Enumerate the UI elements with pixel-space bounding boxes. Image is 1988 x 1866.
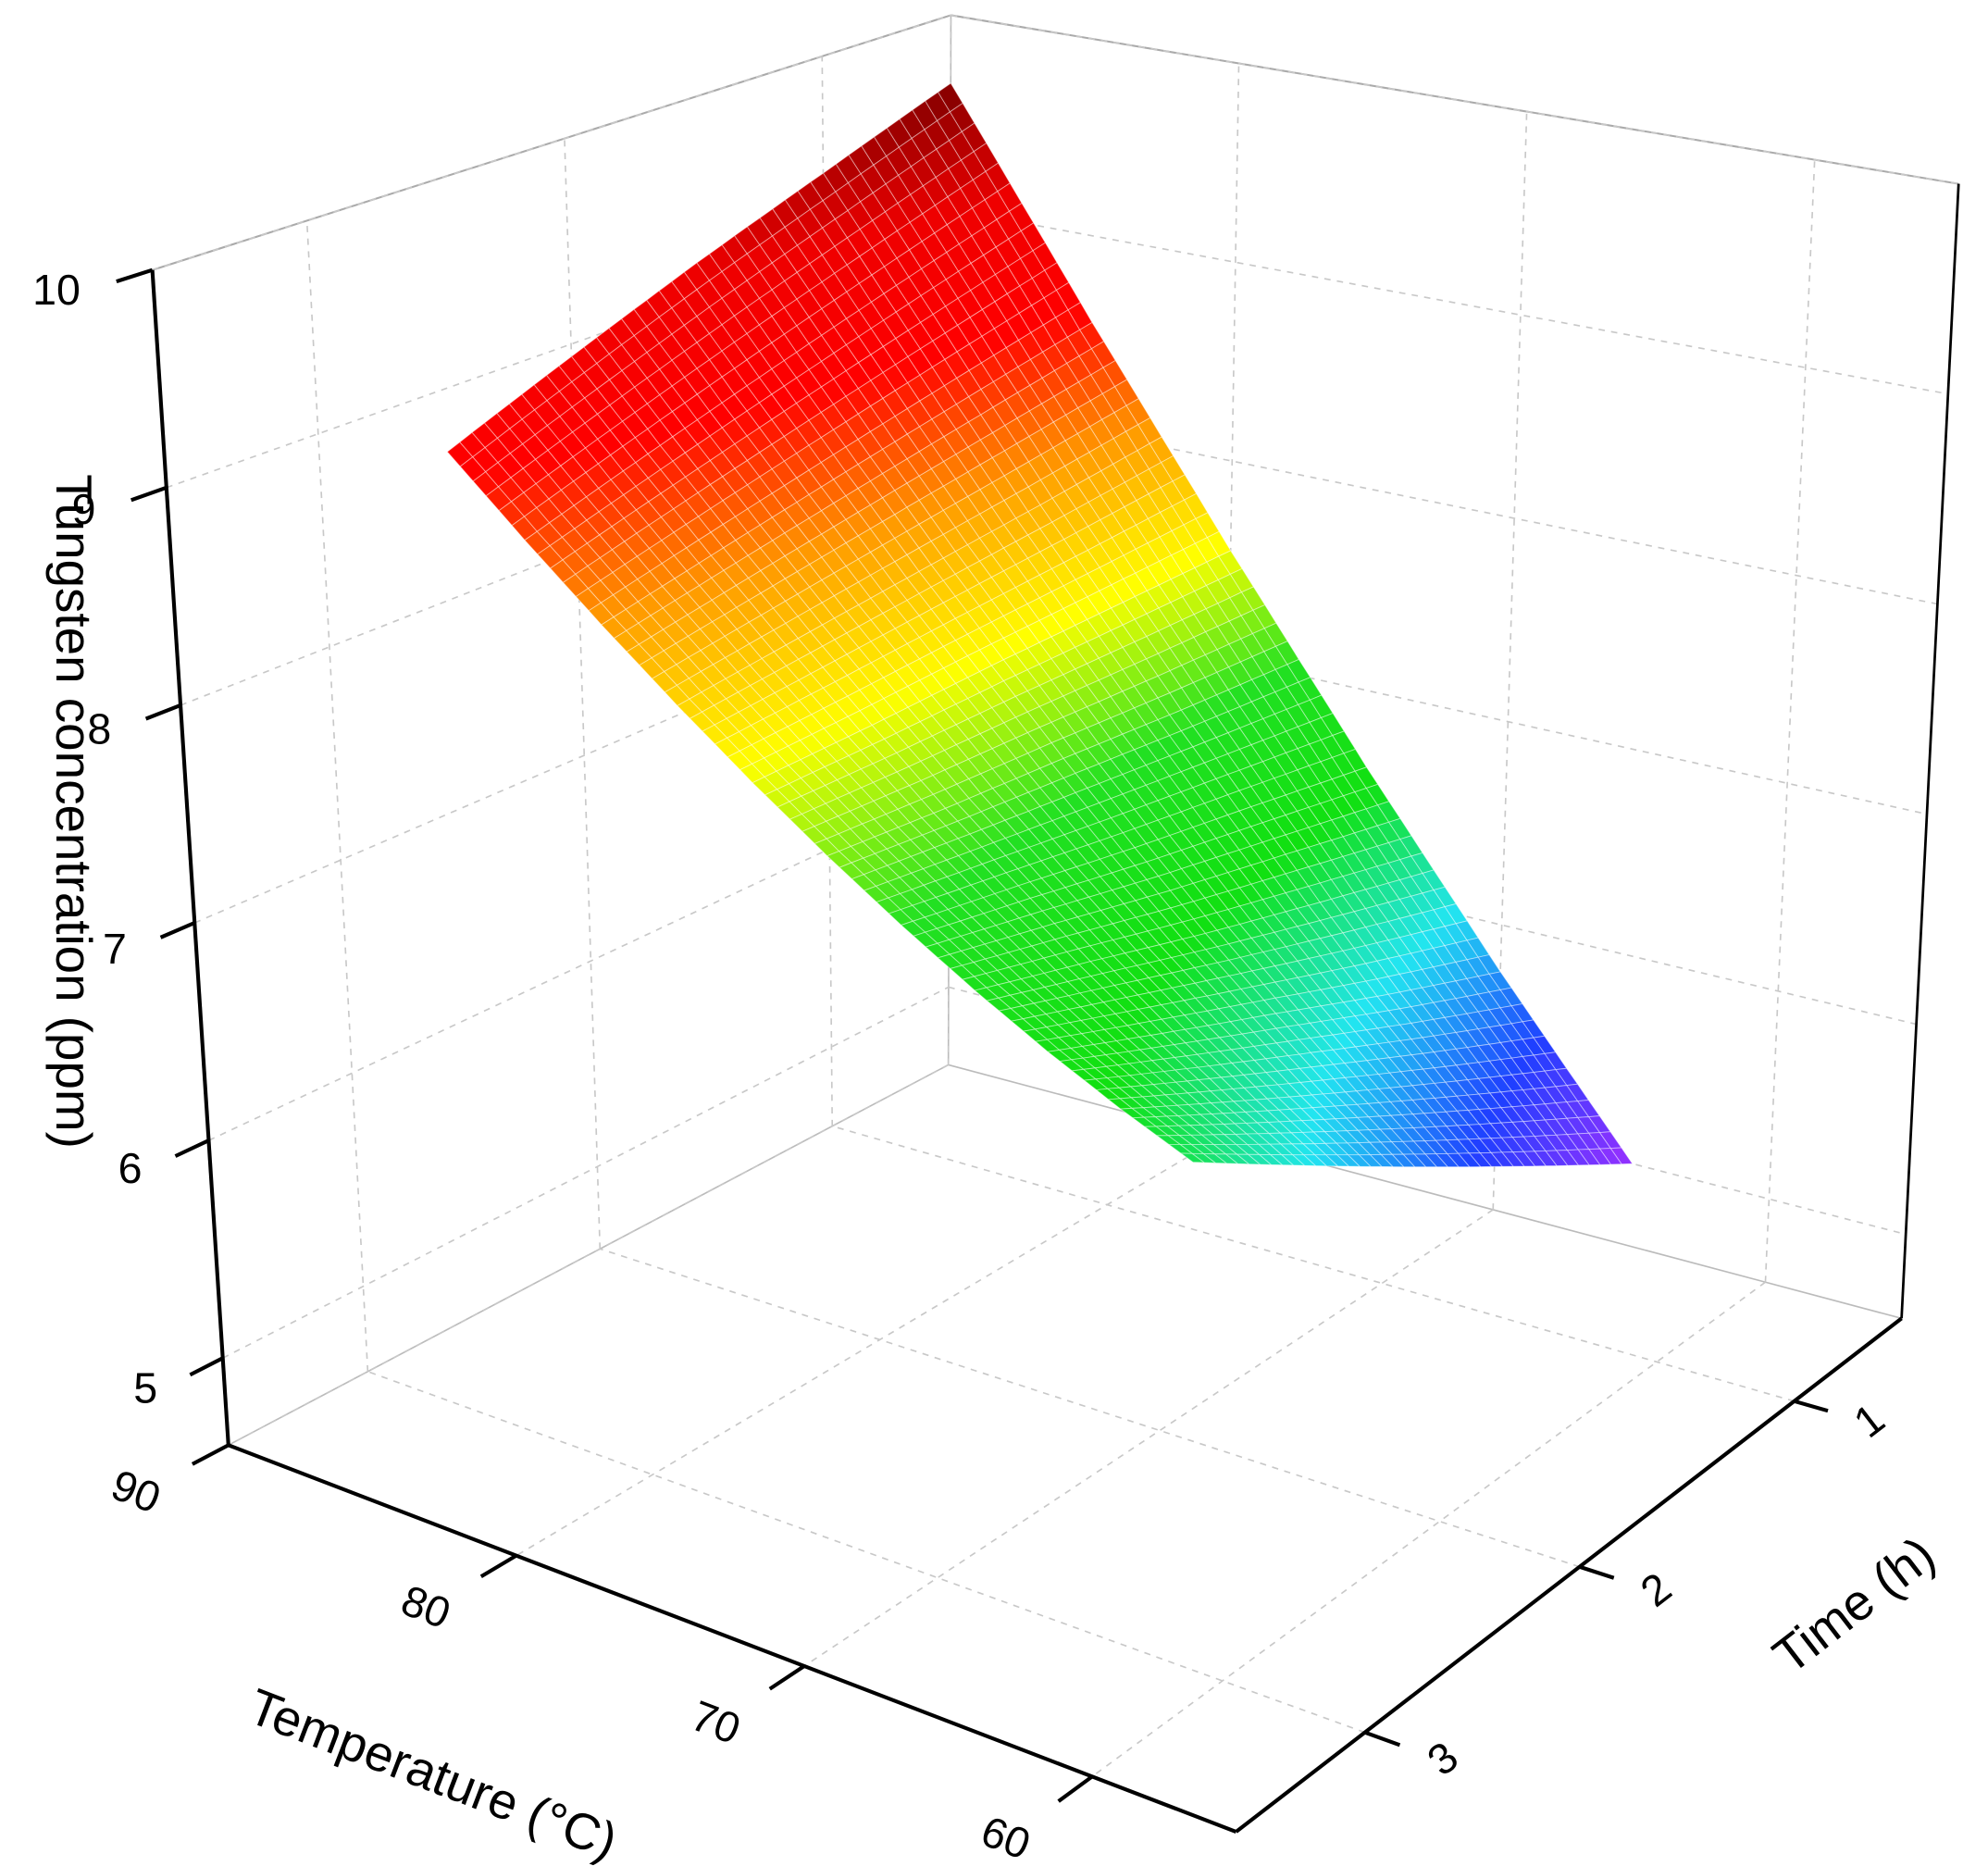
surface-cell xyxy=(752,776,778,796)
surface-cell xyxy=(814,838,839,857)
surface-cell xyxy=(888,909,913,926)
grid-line xyxy=(951,14,1959,185)
z-tick-label: 10 xyxy=(32,266,81,314)
surface-cell xyxy=(563,573,589,597)
surface-cell xyxy=(1168,1143,1193,1154)
y-tick xyxy=(1364,1730,1401,1748)
y-tick xyxy=(1794,1399,1829,1413)
grid-line xyxy=(152,14,951,271)
box-edge xyxy=(1900,183,1960,1319)
surface-cell xyxy=(614,629,640,653)
grid-line xyxy=(228,1064,950,1447)
x-tick xyxy=(191,1443,230,1466)
surface-cell xyxy=(901,920,926,937)
surface-cell xyxy=(1180,1152,1205,1163)
z-tick xyxy=(159,921,196,939)
grid-line xyxy=(222,986,950,1359)
box-edge xyxy=(948,1064,1902,1320)
z-axis-title: Tungsten concentration (ppm) xyxy=(45,474,103,1149)
z-tick-label: 6 xyxy=(118,1144,143,1192)
surface-cell xyxy=(498,501,525,527)
surface-cell xyxy=(962,976,988,991)
surface-cell xyxy=(913,931,938,948)
z-tick-label: 7 xyxy=(103,925,127,973)
surface-cell xyxy=(459,456,487,482)
z-tick xyxy=(144,703,181,721)
z-tick xyxy=(174,1138,210,1158)
surface-cell xyxy=(575,588,602,612)
surface-cell xyxy=(851,874,876,891)
surface-cell xyxy=(986,997,1012,1012)
z-tick xyxy=(116,267,154,284)
surface-cell xyxy=(702,724,728,745)
surface-cell xyxy=(626,643,652,666)
surface-cell xyxy=(1047,1049,1073,1063)
z-tick xyxy=(189,1356,224,1377)
x-tick xyxy=(768,1664,806,1691)
z-tick-label: 9 xyxy=(72,485,96,533)
grid-line xyxy=(1764,159,1816,1283)
surface-cell xyxy=(485,486,512,512)
z-tick xyxy=(130,485,168,503)
y-tick xyxy=(1579,1564,1615,1580)
surface-cell xyxy=(764,789,790,808)
surface-cell xyxy=(1059,1059,1085,1072)
y-axis xyxy=(1235,1316,1903,1834)
surface-cell xyxy=(1011,1018,1036,1032)
surface-cell xyxy=(839,862,864,880)
z-tick-label: 5 xyxy=(133,1364,157,1412)
grid-line xyxy=(803,1209,1494,1667)
surface-cell xyxy=(446,442,474,467)
x-axis xyxy=(228,1443,1237,1834)
surface-cell xyxy=(639,657,665,679)
z-tick-label: 8 xyxy=(87,705,111,753)
grid-line xyxy=(305,220,369,1372)
grid-line xyxy=(516,1136,1222,1557)
grid-line xyxy=(208,791,950,1141)
grid-line xyxy=(564,138,602,1250)
x-tick xyxy=(1057,1774,1094,1803)
surface-cell xyxy=(826,851,852,868)
surface-cell xyxy=(1108,1098,1133,1110)
z-axis xyxy=(150,269,230,1446)
grid-line xyxy=(831,1125,1795,1402)
grid-line xyxy=(950,208,1948,395)
x-tick xyxy=(479,1553,517,1579)
